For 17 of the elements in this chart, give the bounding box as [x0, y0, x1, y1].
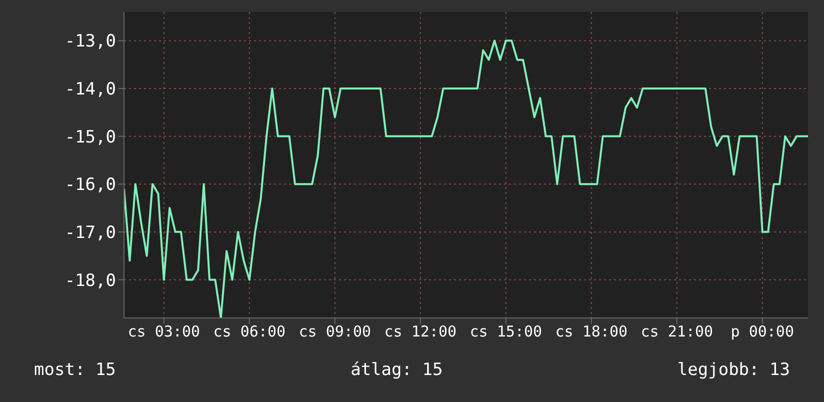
text: legjobb: 13 [677, 360, 790, 380]
y-tick-label: -17,0 [64, 222, 116, 243]
y-tick-label: -16,0 [64, 175, 116, 196]
x-tick-label: cs 09:00 [298, 322, 372, 341]
x-tick-label: p 00:00 [730, 322, 794, 341]
y-tick-label: -15,0 [64, 127, 116, 148]
y-tick-label: -13,0 [64, 32, 116, 52]
x-tick-label: cs 21:00 [640, 322, 714, 341]
y-tick-label: -14,0 [64, 80, 116, 100]
x-tick-label: cs 12:00 [384, 322, 457, 341]
text: most: 15 [34, 360, 116, 380]
x-tick-label: cs 03:00 [128, 322, 200, 341]
y-tick-label: -18,0 [64, 270, 116, 291]
x-tick-label: cs 06:00 [213, 322, 286, 341]
x-tick-label: cs 18:00 [555, 322, 628, 341]
text: átlag: 15 [350, 360, 443, 380]
x-tick-label: cs 15:00 [470, 322, 542, 341]
